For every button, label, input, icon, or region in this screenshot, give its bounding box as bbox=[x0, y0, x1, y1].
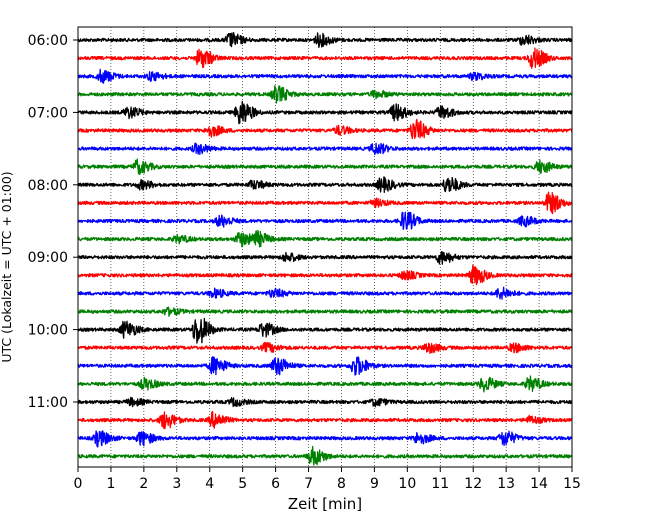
y-axis-ticks: 06:00 07:00 08:00 09:00 10:00 11:00 bbox=[28, 33, 78, 411]
y-tick-label: 10:00 bbox=[28, 323, 68, 339]
trace-0830 bbox=[77, 211, 573, 230]
trace-0915 bbox=[77, 264, 573, 286]
trace-0745 bbox=[77, 158, 573, 176]
y-tick-label: 09:00 bbox=[28, 250, 68, 266]
trace-0945 bbox=[77, 306, 573, 317]
trace-0730 bbox=[77, 142, 573, 156]
trace-1045 bbox=[77, 375, 573, 393]
x-tick-label: 12 bbox=[464, 476, 482, 492]
x-tick-label: 11 bbox=[431, 476, 449, 492]
trace-0800 bbox=[77, 176, 573, 194]
x-tick-label: 4 bbox=[205, 476, 214, 492]
trace-0900 bbox=[77, 251, 573, 265]
trace-1000 bbox=[77, 317, 573, 344]
y-tick-label: 07:00 bbox=[28, 105, 68, 121]
x-tick-label: 3 bbox=[172, 476, 181, 492]
y-tick-label: 06:00 bbox=[28, 33, 68, 49]
trace-1130 bbox=[77, 430, 573, 448]
y-axis-label: UTC (Lokalzeit = UTC + 01:00) bbox=[0, 171, 14, 362]
trace-0630 bbox=[77, 68, 573, 84]
trace-0615 bbox=[77, 47, 573, 69]
trace-1015 bbox=[77, 341, 573, 354]
trace-1115 bbox=[77, 411, 573, 430]
x-axis-label: Zeit [min] bbox=[288, 495, 362, 513]
y-tick-label: 08:00 bbox=[28, 178, 68, 194]
trace-1145 bbox=[77, 445, 573, 466]
x-tick-label: 1 bbox=[106, 476, 115, 492]
trace-0600 bbox=[77, 32, 573, 48]
trace-1030 bbox=[77, 356, 573, 376]
x-axis-ticks: 0 1 2 3 4 5 6 7 8 9 10 11 12 13 14 15 bbox=[74, 467, 581, 492]
x-tick-label: 13 bbox=[497, 476, 515, 492]
trace-0715 bbox=[77, 118, 573, 140]
seismic-traces bbox=[77, 32, 573, 466]
trace-1100 bbox=[77, 396, 573, 408]
x-tick-label: 15 bbox=[563, 476, 581, 492]
x-tick-label: 7 bbox=[304, 476, 313, 492]
x-tick-label: 10 bbox=[398, 476, 416, 492]
x-tick-label: 0 bbox=[74, 476, 83, 492]
x-tick-label: 14 bbox=[530, 476, 548, 492]
x-tick-label: 2 bbox=[139, 476, 148, 492]
x-tick-label: 9 bbox=[370, 476, 379, 492]
x-tick-label: 5 bbox=[238, 476, 247, 492]
trace-0645 bbox=[77, 85, 573, 104]
x-tick-label: 6 bbox=[271, 476, 280, 492]
trace-0815 bbox=[77, 191, 573, 215]
trace-0845 bbox=[77, 229, 573, 248]
y-tick-label: 11:00 bbox=[28, 395, 68, 411]
trace-0700 bbox=[77, 100, 573, 125]
gridlines bbox=[110, 27, 540, 467]
trace-0930 bbox=[77, 286, 573, 300]
plot-frame bbox=[77, 26, 573, 468]
x-tick-label: 8 bbox=[337, 476, 346, 492]
